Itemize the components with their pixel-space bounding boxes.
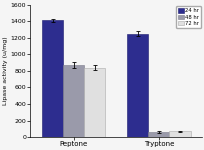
Bar [42, 21, 63, 137]
Bar [63, 65, 84, 137]
Bar [148, 132, 169, 137]
Y-axis label: Lipase activity (u/mg): Lipase activity (u/mg) [3, 37, 8, 105]
Bar [127, 34, 148, 137]
Legend: 24 hr, 48 hr, 72 hr: 24 hr, 48 hr, 72 hr [175, 6, 200, 28]
Bar [169, 131, 190, 137]
Bar [84, 68, 105, 137]
